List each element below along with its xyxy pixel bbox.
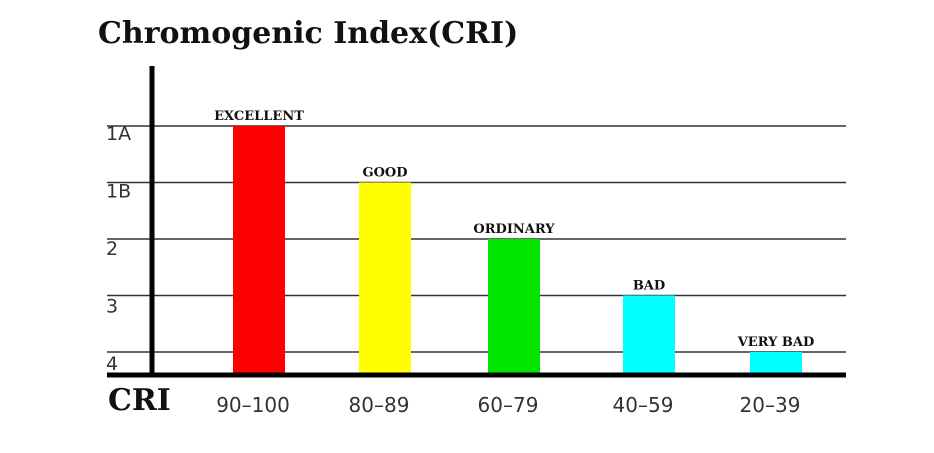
bars (233, 126, 802, 375)
y-tick-labels: 1A 1B 2 3 4 (106, 123, 131, 375)
bar-data-label: EXCELLENT (214, 109, 304, 124)
y-tick-label: 2 (106, 238, 118, 260)
x-tick-label: 90–100 (216, 393, 290, 417)
gridlines (107, 125, 846, 353)
bar-data-label: ORDINARY (473, 222, 555, 237)
x-tick-labels: 90–100 80–89 60–79 40–59 20–39 (216, 393, 800, 417)
bar (750, 352, 802, 375)
bar (233, 126, 285, 375)
x-tick-label: 20–39 (740, 393, 801, 417)
bar-data-label: BAD (633, 279, 665, 294)
bar (623, 295, 675, 375)
x-tick-label: 60–79 (478, 393, 539, 417)
x-tick-label: 80–89 (349, 393, 410, 417)
x-tick-label: 40–59 (613, 393, 674, 417)
bar-data-label: VERY BAD (737, 335, 815, 350)
y-tick-label: 3 (106, 296, 118, 318)
bar-data-label: GOOD (362, 166, 407, 181)
y-tick-label: 4 (106, 353, 118, 375)
x-axis-label: CRI (108, 383, 171, 418)
bar-labels: EXCELLENT GOOD ORDINARY BAD VERY BAD (214, 109, 814, 350)
y-tick-label: 1A (106, 123, 131, 145)
bar (359, 182, 411, 375)
y-tick-label: 1B (106, 181, 131, 203)
bar (488, 239, 540, 375)
chart-title: Chromogenic Index(CRI) (98, 16, 519, 51)
